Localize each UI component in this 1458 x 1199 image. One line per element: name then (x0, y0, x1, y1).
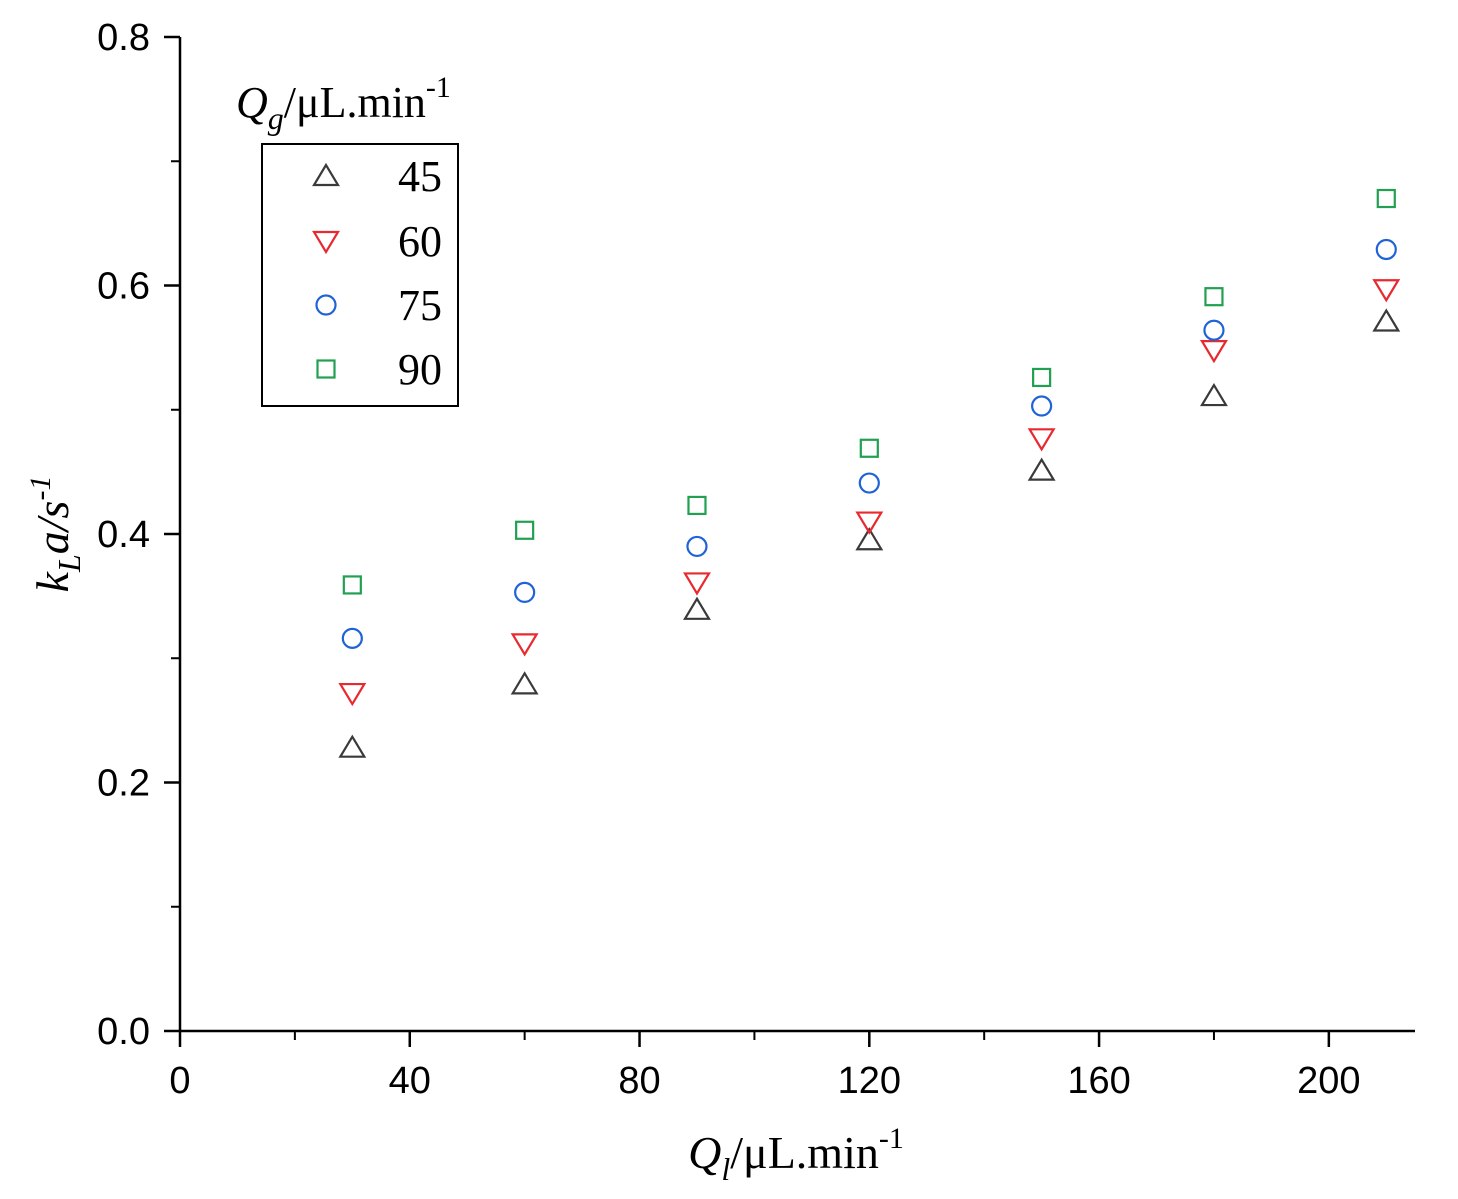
data-point (338, 734, 367, 758)
data-point (1204, 287, 1224, 307)
legend-marker (315, 294, 337, 316)
data-point (338, 682, 367, 707)
data-point (514, 581, 536, 603)
legend-item: 75 (315, 281, 442, 330)
data-point (687, 495, 707, 516)
data-point (683, 596, 711, 620)
series-75 (341, 238, 1397, 649)
x-tick-label: 200 (1297, 1060, 1360, 1102)
y-tick-label: 0.0 (97, 1011, 150, 1053)
data-point (1203, 319, 1225, 341)
legend-label: 90 (398, 345, 442, 394)
data-point (858, 472, 880, 494)
legend-title: Qg/μL.min-1 (236, 71, 451, 136)
data-point (683, 572, 711, 596)
series-60 (338, 279, 1401, 707)
data-point (515, 520, 535, 540)
x-tick-label: 160 (1067, 1060, 1130, 1102)
data-point (1032, 367, 1052, 388)
legend-box (261, 143, 459, 407)
legend-label: 75 (398, 281, 442, 330)
y-tick-label: 0.2 (97, 763, 150, 805)
data-point (1027, 428, 1056, 452)
legend-label: 45 (398, 152, 442, 201)
data-point (1031, 395, 1053, 417)
data-point (342, 575, 362, 595)
y-tick-label: 0.8 (97, 17, 150, 59)
x-tick-label: 80 (618, 1060, 660, 1102)
data-point (1372, 308, 1401, 332)
data-point (1027, 457, 1056, 481)
y-tick-label: 0.4 (97, 514, 150, 556)
series-45 (338, 308, 1401, 758)
data-point (1200, 340, 1228, 364)
legend-marker (312, 162, 340, 187)
data-point (510, 671, 539, 695)
legend-item: 60 (312, 217, 442, 266)
data-point (510, 633, 539, 657)
legend-item: 45 (312, 152, 442, 201)
x-tick-label: 120 (838, 1060, 901, 1102)
data-point (855, 511, 884, 535)
legend-marker (312, 230, 340, 255)
data-point (341, 627, 363, 649)
y-tick-label: 0.6 (97, 266, 150, 308)
x-tick-label: 40 (389, 1060, 431, 1102)
y-axis-title: kLa/s-1 (24, 476, 87, 593)
data-point (855, 527, 884, 551)
axes: 0 40 80 120 160 200 0.0 0.2 0.4 0.6 0.8 (97, 17, 1415, 1102)
series-90 (342, 188, 1396, 595)
legend-label: 60 (398, 217, 442, 266)
data-points (338, 188, 1401, 758)
legend: Qg/μL.min-1 45 60 75 90 (236, 71, 459, 407)
data-point (1376, 188, 1396, 209)
data-point (1200, 382, 1228, 407)
data-point (1375, 238, 1397, 261)
data-point (1372, 279, 1401, 303)
legend-marker (316, 359, 336, 379)
data-point (859, 438, 879, 458)
x-axis-title: Ql/μL.min-1 (688, 1122, 904, 1187)
data-point (686, 535, 708, 558)
legend-item: 90 (316, 345, 442, 394)
x-tick-label: 0 (169, 1060, 190, 1102)
